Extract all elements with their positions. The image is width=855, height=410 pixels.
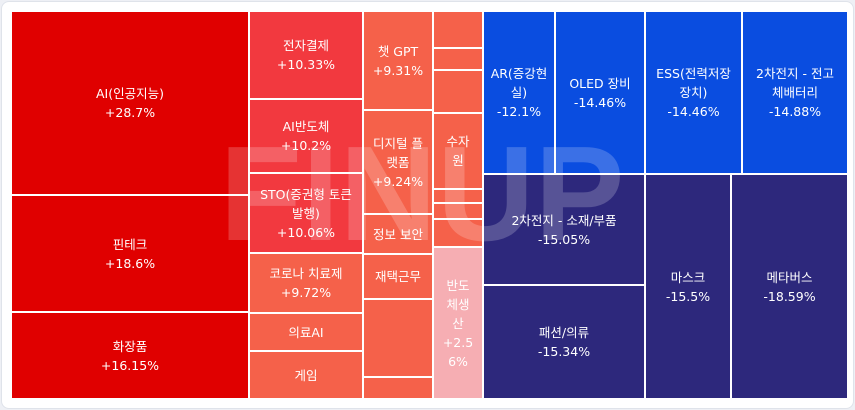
tile-name: 정보 보안 <box>373 226 423 242</box>
tile-name: 화장품 <box>112 338 148 354</box>
treemap-tile[interactable]: AI반도체 +10.2% <box>250 100 364 174</box>
tile-value: +10.33% <box>276 57 336 72</box>
tile-name: 수자 원 <box>446 134 470 168</box>
treemap-tile[interactable] <box>364 378 434 400</box>
tile-name: 게임 <box>294 367 318 383</box>
tile-value: -14.46% <box>573 94 627 110</box>
tile-name: STO(증권형 토큰 발행) <box>260 186 352 221</box>
tile-name: AI반도체 <box>282 119 330 134</box>
tile-name: 코로나 치료제 <box>269 266 343 281</box>
tile-value: +16.15% <box>100 357 160 373</box>
treemap-tile[interactable]: 메타버스 -18.59% <box>732 175 849 400</box>
treemap-tile[interactable]: AR(증강현 실) -12.1% <box>484 12 556 175</box>
treemap-tile[interactable]: 정보 보안 <box>364 215 434 255</box>
tile-value: -18.59% <box>763 288 816 304</box>
tile-name: 메타버스 <box>766 269 813 285</box>
treemap-tile[interactable]: 마스크 -15.5% <box>646 175 732 400</box>
tile-name: 마스크 <box>670 269 706 285</box>
tile-value: -14.88% <box>768 104 822 119</box>
treemap-tile[interactable]: OLED 장비 -14.46% <box>556 12 646 175</box>
treemap-tile[interactable]: 코로나 치료제 +9.72% <box>250 254 364 314</box>
tile-name: AR(증강현 실) <box>490 66 548 100</box>
tile-value: -12.1% <box>496 104 542 119</box>
treemap-tile[interactable]: 반도 체생 산 +2.5 6% <box>434 248 484 400</box>
tile-name: 의료AI <box>288 324 324 340</box>
tile-name: AI(인공지능) <box>96 86 164 101</box>
tile-name: ESS(전력저장 장치) <box>656 66 731 100</box>
treemap-tile[interactable] <box>434 204 484 220</box>
treemap-tile[interactable]: 챗 GPT +9.31% <box>364 12 434 111</box>
tile-value: +2.5 6% <box>442 334 474 369</box>
treemap-tile[interactable] <box>434 190 484 204</box>
treemap-tile[interactable]: 의료AI <box>250 314 364 352</box>
tile-value: -15.05% <box>537 231 591 247</box>
tile-value: +28.7% <box>104 105 156 120</box>
treemap-tile[interactable]: 2차전지 - 소재/부품 -15.05% <box>484 175 646 286</box>
tile-name: OLED 장비 <box>569 75 631 91</box>
treemap-tile[interactable] <box>434 220 484 248</box>
treemap-tile[interactable]: STO(증권형 토큰 발행) +10.06% <box>250 174 364 254</box>
treemap-tile[interactable]: 디지털 플 랫폼 +9.24% <box>364 111 434 215</box>
treemap-tile[interactable]: 화장품 +16.15% <box>12 313 250 400</box>
treemap-tile[interactable]: AI(인공지능) +28.7% <box>12 12 250 196</box>
treemap-tile[interactable] <box>434 49 484 71</box>
tile-value: -15.5% <box>665 288 711 304</box>
tile-value: +9.31% <box>372 62 424 78</box>
treemap-tile[interactable]: 2차전지 - 전고 체배터리 -14.88% <box>743 12 849 175</box>
tile-value: +10.2% <box>280 138 332 153</box>
tile-name: 재택근무 <box>374 269 421 284</box>
tile-name: 디지털 플 랫폼 <box>373 135 423 170</box>
treemap-tile[interactable] <box>434 12 484 49</box>
treemap-tile[interactable]: 패션/의류 -15.34% <box>484 286 646 400</box>
treemap-tile[interactable]: 전자결제 +10.33% <box>250 12 364 100</box>
treemap-tile[interactable]: 핀테크 +18.6% <box>12 196 250 313</box>
tile-value: +10.06% <box>276 224 336 240</box>
tile-name: 반도 체생 산 <box>446 277 470 331</box>
treemap-tile[interactable] <box>364 300 434 378</box>
treemap-tile[interactable]: 재택근무 <box>364 255 434 300</box>
tile-name: 2차전지 - 소재/부품 <box>511 212 617 228</box>
treemap-tile[interactable]: 수자 원 <box>434 114 484 190</box>
tile-value: +9.24% <box>372 173 424 189</box>
tile-value: -14.46% <box>667 104 720 119</box>
tile-name: 챗 GPT <box>377 43 419 59</box>
tile-name: 패션/의류 <box>538 325 590 340</box>
theme-treemap: AI(인공지능) +28.7% 핀테크 +18.6% 화장품 +16.15% 전자결제 +10… <box>12 12 849 400</box>
tile-value: +9.72% <box>280 285 332 300</box>
treemap-tile[interactable] <box>434 71 484 114</box>
tile-name: 핀테크 <box>112 236 148 252</box>
tile-name: 전자결제 <box>282 38 329 53</box>
treemap-tile[interactable]: ESS(전력저장 장치) -14.46% <box>646 12 743 175</box>
tile-value: -15.34% <box>537 344 591 359</box>
tile-value: +18.6% <box>104 255 156 271</box>
treemap-tile[interactable]: 게임 <box>250 352 364 400</box>
tile-name: 2차전지 - 전고 체배터리 <box>756 66 834 100</box>
